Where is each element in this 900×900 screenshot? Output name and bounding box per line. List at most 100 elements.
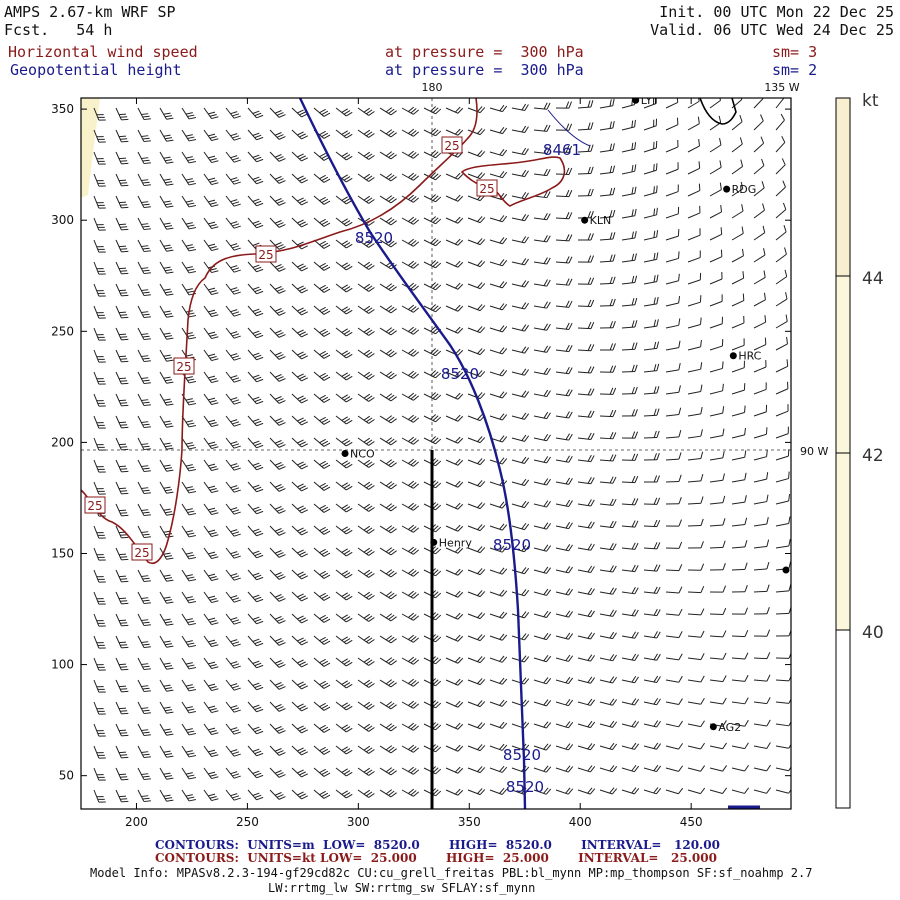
wind-barb <box>687 272 702 285</box>
wind-barb <box>753 270 766 285</box>
wind-barb <box>445 502 464 510</box>
wind-barb <box>621 698 639 706</box>
wind-barb <box>335 393 353 403</box>
wind-barb <box>577 743 596 751</box>
svg-text:25: 25 <box>479 182 494 196</box>
contour-summary-wind: CONTOURS: UNITS=kt LOW= 25.000 HIGH= 25.… <box>155 851 717 865</box>
wind-barb <box>709 138 722 153</box>
wind-barb <box>269 547 286 558</box>
wind-barb <box>335 789 353 799</box>
wind-barb <box>731 181 744 197</box>
wind-barb <box>159 547 174 560</box>
wind-barb <box>489 611 508 619</box>
wind-barb <box>379 679 397 688</box>
wind-barb <box>489 413 508 421</box>
wind-barb <box>665 162 679 175</box>
wind-barb <box>533 279 551 287</box>
field1-name: Horizontal wind speed <box>8 43 198 61</box>
wind-barb <box>401 722 420 731</box>
station-marker <box>729 352 737 360</box>
x-tick-label: 300 <box>347 815 370 829</box>
wind-barb <box>577 765 596 773</box>
wind-barb <box>599 720 618 728</box>
wind-barb <box>159 107 174 120</box>
lon-label-135w: 135 W <box>764 81 799 94</box>
wind-barb <box>291 789 308 800</box>
wind-barb <box>137 371 151 385</box>
wind-barb <box>335 745 353 755</box>
wind-barb <box>181 613 196 626</box>
wind-barb <box>533 610 552 619</box>
wind-barb <box>511 677 530 685</box>
wind-barb <box>489 457 508 465</box>
wind-barb <box>489 303 508 311</box>
svg-text:25: 25 <box>444 139 459 153</box>
wind-barb <box>775 202 787 219</box>
x-tick-label: 450 <box>680 815 703 829</box>
wind-barb <box>621 342 638 351</box>
wind-barb <box>621 386 638 395</box>
wind-barb <box>247 657 264 669</box>
wind-barb <box>181 789 196 802</box>
wind-barb <box>423 128 442 137</box>
wind-barb <box>621 676 639 684</box>
wind-barb <box>555 145 573 153</box>
wind-barb <box>445 568 464 576</box>
wind-barb <box>643 453 660 461</box>
wind-barb <box>269 767 286 778</box>
wind-barb <box>115 415 129 429</box>
wind-barb <box>489 743 508 751</box>
wind-barb <box>115 239 129 253</box>
wind-barb <box>225 525 241 537</box>
wind-barb <box>555 278 573 286</box>
wind-barb <box>555 610 574 618</box>
wind-barb <box>181 151 196 164</box>
wind-barb <box>687 698 705 705</box>
wind-barb <box>401 656 420 665</box>
wind-barb <box>445 546 464 554</box>
wind-barb <box>115 525 129 539</box>
wind-barb <box>291 547 308 558</box>
wind-barb <box>379 723 397 732</box>
wind-barb <box>357 481 375 490</box>
height-contour-label: 8520 <box>441 365 479 383</box>
wind-barb <box>599 276 616 285</box>
wind-barb <box>291 393 308 404</box>
wind-barb <box>269 723 286 734</box>
wind-barb <box>357 239 375 248</box>
wind-barb <box>709 495 726 505</box>
wind-barb <box>379 745 397 754</box>
wind-barb <box>643 408 660 417</box>
wind-barb <box>335 305 353 315</box>
wind-barb <box>335 283 353 293</box>
wind-barb <box>753 136 765 153</box>
wind-barb <box>379 349 397 358</box>
wind-barb <box>115 745 129 759</box>
wind-barb <box>115 547 129 561</box>
wind-barb <box>247 327 264 339</box>
wind-barb <box>379 767 397 776</box>
wind-barb <box>291 767 308 778</box>
wind-barb <box>775 606 791 615</box>
wind-barb <box>401 392 420 401</box>
wind-barb <box>533 434 551 442</box>
wind-barb <box>159 349 174 362</box>
wind-barb <box>225 723 241 735</box>
wind-barb <box>159 261 174 274</box>
wind-barb <box>577 565 595 573</box>
wind-barb <box>115 349 129 363</box>
wind-barb <box>313 723 331 733</box>
contour-low: LOW= 25.000 <box>320 851 417 865</box>
wind-barb <box>269 305 286 316</box>
wind-barb <box>313 635 331 645</box>
wind-barb <box>665 139 679 153</box>
wind-barb <box>467 524 486 532</box>
wind-barb <box>731 204 744 219</box>
wind-barb <box>445 194 464 202</box>
wind-barb <box>555 566 573 574</box>
wind-barb <box>181 679 196 692</box>
wind-barb <box>489 787 508 795</box>
wind-barb <box>511 633 530 641</box>
wind-barb <box>159 701 174 714</box>
wind-barb <box>467 260 486 268</box>
